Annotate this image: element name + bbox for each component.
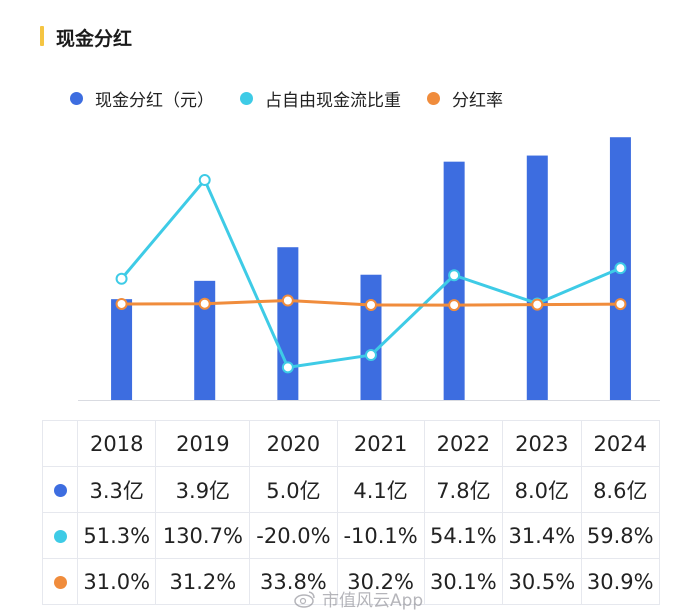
table-cell: 33.8% [249, 558, 338, 605]
year-header-cell: 2019 [155, 420, 251, 467]
table-cell: 130.7% [155, 512, 251, 559]
row-dot-dividend [53, 483, 67, 497]
bar-2021 [360, 274, 382, 400]
table-cell: 8.6亿 [580, 466, 661, 513]
point-payout-ratio-2019 [198, 297, 211, 310]
legend-dot-fcf-ratio [240, 92, 253, 105]
table-cell: 3.9亿 [155, 466, 251, 513]
table-cell: 8.0亿 [502, 466, 582, 513]
bar-2018 [111, 299, 133, 400]
row-dot-payout-ratio [53, 575, 67, 589]
legend: 现金分红（元） 占自由现金流比重 分红率 [70, 86, 529, 111]
legend-item-payout-ratio: 分红率 [427, 86, 503, 111]
bar-2020 [277, 247, 299, 400]
table-cell: 31.2% [155, 558, 251, 605]
table-cell: 5.0亿 [249, 466, 338, 513]
point-payout-ratio-2018 [115, 297, 128, 310]
table-header-row: 2018 2019 2020 2021 2022 2023 2024 [42, 420, 661, 467]
legend-label-dividend: 现金分红（元） [95, 91, 214, 111]
table-cell: 31.0% [76, 558, 157, 605]
point-fcf-ratio-2018 [115, 272, 128, 285]
table-cell: 31.4% [502, 512, 582, 559]
year-header-cell: 2021 [336, 420, 425, 467]
legend-item-fcf-ratio: 占自由现金流比重 [240, 86, 401, 111]
point-payout-ratio-2024 [614, 298, 627, 311]
table-cell: 4.1亿 [336, 466, 425, 513]
legend-item-dividend: 现金分红（元） [70, 86, 214, 111]
table-cell: 30.2% [336, 558, 425, 605]
point-fcf-ratio-2019 [198, 174, 211, 187]
point-fcf-ratio-2020 [281, 361, 294, 374]
point-payout-ratio-2020 [281, 294, 294, 307]
bar-2023 [526, 155, 548, 400]
row-marker-cell [42, 558, 78, 605]
watermark: 市值风云App [294, 586, 423, 611]
point-fcf-ratio-2024 [614, 262, 627, 275]
point-fcf-ratio-2022 [448, 269, 461, 282]
legend-label-payout-ratio: 分红率 [452, 91, 503, 111]
year-header-cell: 2020 [249, 420, 338, 467]
year-header-cell: 2018 [76, 420, 157, 467]
point-payout-ratio-2023 [531, 298, 544, 311]
table-cell: -10.1% [336, 512, 425, 559]
table-cell: 51.3% [76, 512, 157, 559]
point-fcf-ratio-2021 [365, 349, 377, 362]
table-row-payout-ratio: 31.0% 31.2% 33.8% 30.2% 30.1% 30.5% 30.9… [42, 558, 661, 605]
table-cell: 30.5% [502, 558, 582, 605]
row-marker-cell [42, 466, 78, 513]
bar-2019 [194, 280, 216, 400]
row-marker-cell [42, 512, 78, 559]
table-cell: 30.1% [423, 558, 504, 605]
year-header-cell: 2023 [502, 420, 582, 467]
combo-chart [78, 137, 660, 401]
table-cell: 7.8亿 [423, 466, 504, 513]
table-row-dividend: 3.3亿 3.9亿 5.0亿 4.1亿 7.8亿 8.0亿 8.6亿 [42, 466, 661, 513]
legend-label-fcf-ratio: 占自由现金流比重 [265, 91, 401, 111]
table-cell: -20.0% [249, 512, 338, 559]
table-corner-cell [42, 420, 78, 467]
table-cell: 30.9% [580, 558, 661, 605]
data-table: 2018 2019 2020 2021 2022 2023 2024 3.3亿 … [42, 420, 661, 610]
table-cell: 3.3亿 [76, 466, 157, 513]
weibo-icon [294, 590, 315, 608]
legend-dot-dividend [70, 92, 83, 105]
point-payout-ratio-2022 [448, 299, 461, 312]
legend-dot-payout-ratio [427, 92, 440, 105]
point-payout-ratio-2021 [365, 298, 377, 311]
title-accent-bar [40, 26, 44, 46]
year-header-cell: 2022 [423, 420, 504, 467]
watermark-text: 市值风云App [322, 591, 424, 611]
table-row-fcf-ratio: 51.3% 130.7% -20.0% -10.1% 54.1% 31.4% 5… [42, 512, 661, 559]
table-cell: 54.1% [423, 512, 504, 559]
page-title: 现金分红 [56, 28, 133, 50]
table-cell: 59.8% [580, 512, 661, 559]
row-dot-fcf-ratio [53, 529, 67, 543]
year-header-cell: 2024 [580, 420, 661, 467]
